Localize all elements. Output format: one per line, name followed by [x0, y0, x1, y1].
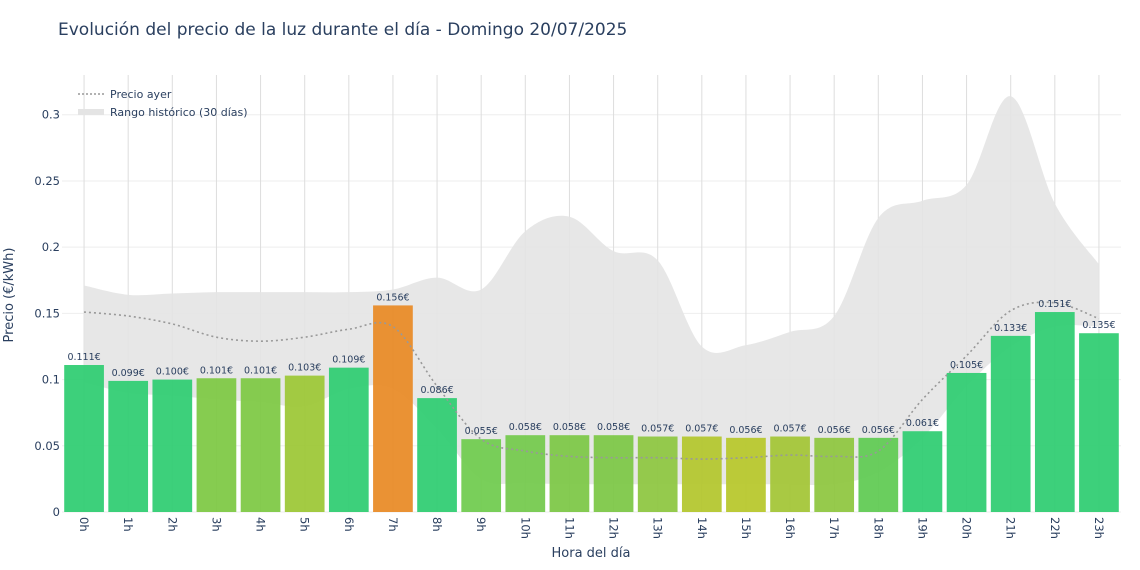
x-tick-label: 16h — [783, 517, 797, 539]
y-tick-label: 0.3 — [42, 108, 60, 122]
bar-value-label: 0.133€ — [994, 323, 1027, 334]
bar-1h[interactable] — [108, 380, 149, 512]
x-tick-label: 22h — [1048, 517, 1062, 539]
bar-value-label: 0.057€ — [641, 424, 674, 435]
bar-value-label: 0.156€ — [376, 292, 409, 303]
bar-17h[interactable] — [814, 437, 855, 512]
bar-8h[interactable] — [417, 398, 457, 512]
bar-value-label: 0.056€ — [729, 425, 762, 436]
bar-6h[interactable] — [328, 367, 369, 512]
bar-7h[interactable] — [373, 305, 413, 512]
x-tick-label: 4h — [254, 517, 268, 532]
bar-value-label: 0.055€ — [465, 426, 498, 437]
x-tick-label: 11h — [562, 517, 576, 539]
bar-value-label: 0.058€ — [553, 422, 586, 433]
bar-value-label: 0.057€ — [773, 424, 806, 435]
y-axis-title: Precio (€/kWh) — [2, 248, 17, 343]
bar-5h[interactable] — [284, 375, 325, 512]
bar-12h[interactable] — [593, 435, 634, 512]
legend[interactable]: Precio ayer Rango histórico (30 días) — [78, 88, 248, 119]
x-tick-label: 15h — [739, 517, 753, 539]
x-tick-label: 17h — [827, 517, 841, 539]
bar-21h[interactable] — [990, 335, 1031, 512]
bar-value-label: 0.105€ — [950, 360, 983, 371]
bar-11h[interactable] — [549, 435, 590, 512]
x-tick-label: 23h — [1092, 517, 1106, 539]
x-tick-label: 2h — [165, 517, 179, 532]
bar-18h[interactable] — [858, 437, 899, 512]
chart-title: Evolución del precio de la luz durante e… — [58, 20, 628, 40]
legend-label-precio-ayer: Precio ayer — [110, 88, 172, 101]
bar-16h[interactable] — [770, 436, 810, 512]
bar-4h[interactable] — [240, 378, 281, 512]
x-tick-label: 3h — [209, 517, 223, 532]
y-tick-label: 0.25 — [34, 174, 60, 188]
x-tick-label: 1h — [121, 517, 135, 532]
bar-20h[interactable] — [946, 372, 987, 512]
y-tick-label: 0.2 — [42, 240, 60, 254]
bar-value-label: 0.061€ — [906, 418, 939, 429]
x-tick-label: 0h — [77, 517, 91, 532]
bar-value-label: 0.135€ — [1082, 320, 1115, 331]
bar-value-label: 0.100€ — [156, 367, 189, 378]
bar-value-label: 0.086€ — [420, 385, 453, 396]
bar-value-label: 0.056€ — [862, 425, 895, 436]
bar-value-label: 0.109€ — [332, 355, 365, 366]
x-tick-label: 13h — [651, 517, 665, 539]
legend-area-swatch — [78, 109, 104, 115]
bar-value-label: 0.058€ — [509, 422, 542, 433]
bar-22h[interactable] — [1034, 312, 1075, 512]
bar-13h[interactable] — [637, 436, 678, 512]
bar-19h[interactable] — [902, 431, 943, 512]
bar-value-label: 0.056€ — [818, 425, 851, 436]
x-tick-label: 6h — [342, 517, 356, 532]
bar-layer — [64, 305, 1119, 512]
x-axis-title: Hora del día — [552, 546, 631, 561]
label-layer: 0.111€ 0.099€ 0.100€ 0.101€ 0.101€ 0.103€ 0.10… — [67, 292, 1115, 437]
x-tick-label: 10h — [518, 517, 532, 539]
bar-value-label: 0.099€ — [112, 368, 145, 379]
bar-9h[interactable] — [461, 439, 502, 512]
x-tick-label: 5h — [298, 517, 312, 532]
x-tick-label: 8h — [430, 517, 444, 532]
x-tick-label: 19h — [915, 517, 929, 539]
bar-value-label: 0.151€ — [1038, 299, 1071, 310]
x-tick-label: 9h — [474, 517, 488, 532]
bar-14h[interactable] — [681, 436, 722, 512]
bar-value-label: 0.058€ — [597, 422, 630, 433]
bar-23h[interactable] — [1079, 333, 1119, 512]
y-tick-label: 0.15 — [34, 306, 60, 320]
axis-layer: 0 0.05 0.1 0.15 0.2 0.25 0.3 0h 1h 2h 3h 4h 5h 6h 7h 8h… — [34, 108, 1106, 539]
bar-value-label: 0.101€ — [244, 365, 277, 376]
x-tick-label: 20h — [960, 517, 974, 539]
bar-15h[interactable] — [726, 437, 766, 512]
y-tick-label: 0 — [53, 505, 60, 519]
x-tick-label: 18h — [871, 517, 885, 539]
x-tick-label: 7h — [386, 517, 400, 532]
x-tick-label: 14h — [695, 517, 709, 539]
bar-value-label: 0.103€ — [288, 363, 321, 374]
bar-10h[interactable] — [505, 435, 546, 512]
y-tick-label: 0.1 — [42, 373, 60, 387]
y-tick-label: 0.05 — [34, 439, 60, 453]
x-tick-label: 21h — [1004, 517, 1018, 539]
bar-value-label: 0.101€ — [200, 365, 233, 376]
bar-0h[interactable] — [64, 365, 104, 512]
x-tick-label: 12h — [607, 517, 621, 539]
bar-2h[interactable] — [152, 379, 193, 512]
bar-value-label: 0.111€ — [67, 352, 100, 363]
legend-label-rango-historico: Rango histórico (30 días) — [110, 106, 248, 119]
bar-3h[interactable] — [196, 378, 237, 512]
bar-value-label: 0.057€ — [685, 424, 718, 435]
